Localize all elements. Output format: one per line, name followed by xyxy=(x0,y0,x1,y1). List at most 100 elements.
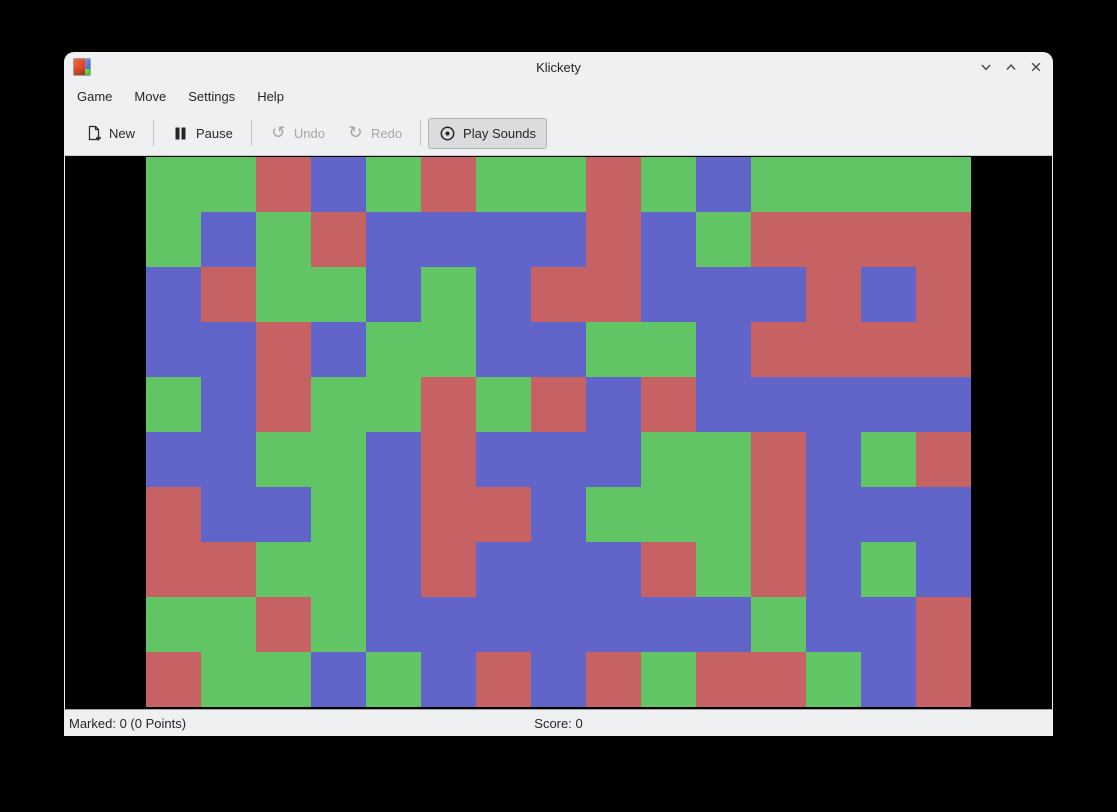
board-cell[interactable] xyxy=(751,157,806,212)
board-cell[interactable] xyxy=(146,432,201,487)
board-cell[interactable] xyxy=(586,432,641,487)
board-cell[interactable] xyxy=(476,267,531,322)
board-cell[interactable] xyxy=(311,542,366,597)
board-cell[interactable] xyxy=(256,157,311,212)
board-cell[interactable] xyxy=(806,157,861,212)
board-cell[interactable] xyxy=(366,157,421,212)
board-cell[interactable] xyxy=(476,322,531,377)
board-cell[interactable] xyxy=(476,652,531,707)
board-cell[interactable] xyxy=(311,652,366,707)
board-cell[interactable] xyxy=(806,487,861,542)
board-cell[interactable] xyxy=(421,597,476,652)
board-cell[interactable] xyxy=(201,267,256,322)
board-cell[interactable] xyxy=(751,487,806,542)
board-cell[interactable] xyxy=(366,487,421,542)
board-cell[interactable] xyxy=(641,212,696,267)
board-cell[interactable] xyxy=(256,377,311,432)
board-cell[interactable] xyxy=(751,597,806,652)
board-cell[interactable] xyxy=(696,322,751,377)
board-cell[interactable] xyxy=(476,597,531,652)
board-cell[interactable] xyxy=(531,267,586,322)
minimize-button[interactable] xyxy=(978,59,994,75)
board-cell[interactable] xyxy=(586,487,641,542)
board-cell[interactable] xyxy=(751,267,806,322)
board-cell[interactable] xyxy=(421,157,476,212)
board-cell[interactable] xyxy=(476,157,531,212)
board-cell[interactable] xyxy=(861,157,916,212)
board-cell[interactable] xyxy=(806,322,861,377)
board-cell[interactable] xyxy=(531,487,586,542)
board-cell[interactable] xyxy=(586,652,641,707)
board-cell[interactable] xyxy=(311,487,366,542)
board-cell[interactable] xyxy=(421,212,476,267)
board-cell[interactable] xyxy=(861,597,916,652)
board-cell[interactable] xyxy=(696,267,751,322)
board-cell[interactable] xyxy=(146,157,201,212)
board-cell[interactable] xyxy=(311,212,366,267)
board-cell[interactable] xyxy=(146,267,201,322)
board-cell[interactable] xyxy=(476,212,531,267)
board-cell[interactable] xyxy=(861,322,916,377)
board-cell[interactable] xyxy=(586,377,641,432)
board-cell[interactable] xyxy=(531,377,586,432)
board-cell[interactable] xyxy=(916,597,971,652)
board-cell[interactable] xyxy=(311,432,366,487)
board-cell[interactable] xyxy=(421,432,476,487)
board-cell[interactable] xyxy=(586,157,641,212)
board-cell[interactable] xyxy=(256,542,311,597)
board-cell[interactable] xyxy=(201,432,256,487)
undo-button[interactable]: ↺ Undo xyxy=(259,118,336,149)
close-button[interactable] xyxy=(1028,59,1044,75)
board-cell[interactable] xyxy=(146,212,201,267)
board-cell[interactable] xyxy=(256,652,311,707)
board-cell[interactable] xyxy=(696,652,751,707)
board-cell[interactable] xyxy=(916,157,971,212)
board-cell[interactable] xyxy=(421,267,476,322)
menu-move[interactable]: Move xyxy=(134,89,167,104)
board-cell[interactable] xyxy=(861,487,916,542)
board-cell[interactable] xyxy=(916,377,971,432)
board-cell[interactable] xyxy=(146,652,201,707)
board-cell[interactable] xyxy=(586,267,641,322)
board-cell[interactable] xyxy=(256,267,311,322)
board-cell[interactable] xyxy=(146,377,201,432)
board-cell[interactable] xyxy=(586,212,641,267)
board-cell[interactable] xyxy=(641,652,696,707)
board-cell[interactable] xyxy=(421,377,476,432)
board-cell[interactable] xyxy=(531,212,586,267)
board-cell[interactable] xyxy=(421,322,476,377)
board-cell[interactable] xyxy=(201,487,256,542)
board-cell[interactable] xyxy=(146,542,201,597)
board-cell[interactable] xyxy=(366,432,421,487)
board-cell[interactable] xyxy=(806,377,861,432)
board-cell[interactable] xyxy=(476,542,531,597)
board-cell[interactable] xyxy=(916,432,971,487)
menu-settings[interactable]: Settings xyxy=(188,89,236,104)
board-cell[interactable] xyxy=(641,432,696,487)
board-cell[interactable] xyxy=(366,212,421,267)
board-cell[interactable] xyxy=(641,322,696,377)
board-cell[interactable] xyxy=(861,212,916,267)
new-button[interactable]: New xyxy=(74,118,146,149)
board-cell[interactable] xyxy=(751,322,806,377)
board-cell[interactable] xyxy=(641,597,696,652)
board-cell[interactable] xyxy=(201,212,256,267)
board-cell[interactable] xyxy=(366,322,421,377)
board-cell[interactable] xyxy=(861,377,916,432)
board-cell[interactable] xyxy=(586,542,641,597)
menu-game[interactable]: Game xyxy=(77,89,113,104)
board-cell[interactable] xyxy=(256,597,311,652)
board-cell[interactable] xyxy=(366,267,421,322)
board-cell[interactable] xyxy=(641,487,696,542)
board-cell[interactable] xyxy=(311,157,366,212)
board-cell[interactable] xyxy=(146,487,201,542)
menu-help[interactable]: Help xyxy=(257,89,284,104)
board-cell[interactable] xyxy=(916,542,971,597)
board-cell[interactable] xyxy=(421,542,476,597)
board-cell[interactable] xyxy=(311,322,366,377)
board-cell[interactable] xyxy=(806,212,861,267)
board-cell[interactable] xyxy=(806,267,861,322)
board-cell[interactable] xyxy=(531,432,586,487)
board-cell[interactable] xyxy=(311,377,366,432)
board-cell[interactable] xyxy=(641,157,696,212)
